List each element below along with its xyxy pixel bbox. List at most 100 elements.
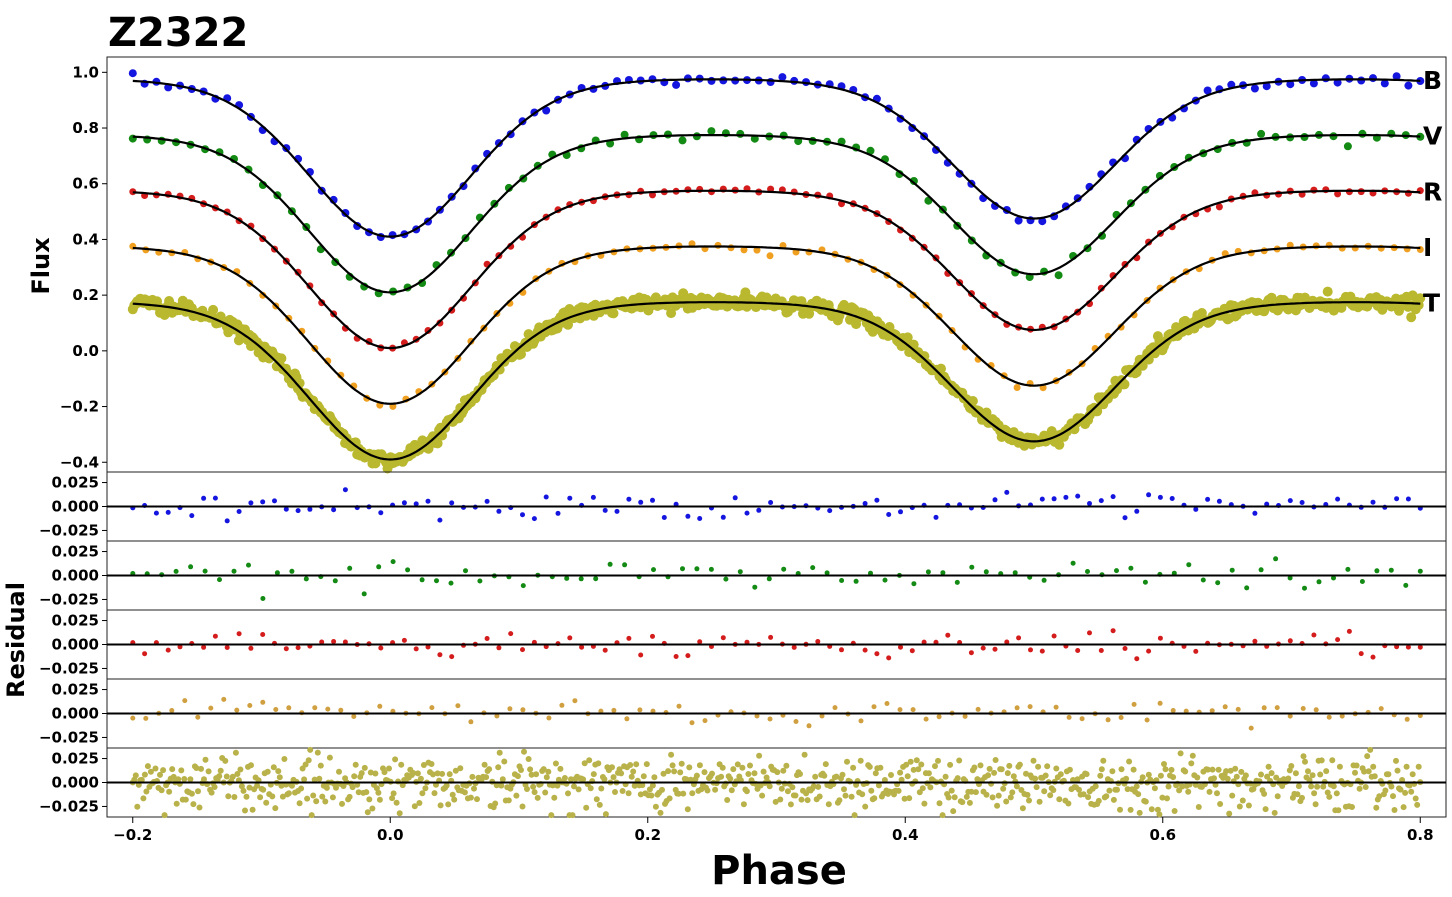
residual-point-T [590, 771, 597, 778]
residual-point-T [1397, 786, 1404, 793]
residual-point-R [898, 644, 903, 650]
residual-point-V [1273, 556, 1279, 562]
phase-axis-label: Phase [711, 848, 847, 894]
residual-point-T [285, 790, 292, 797]
residual-point-T [1214, 790, 1220, 797]
residual-point-T [237, 766, 244, 773]
residual-point-T [449, 791, 456, 798]
residual-point-B [661, 515, 667, 520]
residual-point-B [248, 500, 254, 506]
data-point-B [1416, 77, 1425, 85]
residual-point-R [142, 651, 148, 657]
data-point-B [1203, 86, 1212, 95]
residual-point-T [925, 770, 932, 777]
residual-point-V [564, 575, 570, 581]
residual-point-T [701, 769, 708, 776]
residual-point-B [602, 507, 608, 513]
residual-point-T [734, 761, 741, 768]
residual-point-T [687, 776, 694, 783]
residual-point-B [874, 497, 880, 503]
residual-point-T [601, 776, 608, 783]
residual-point-T [625, 790, 632, 797]
residual-point-T [1264, 773, 1271, 780]
residual-point-T [844, 758, 850, 765]
residual-point-T [630, 768, 637, 775]
residual-point-B [449, 500, 455, 506]
residual-point-T [519, 803, 526, 810]
data-point-V [1343, 142, 1352, 151]
residual-point-T [872, 770, 879, 777]
residual-y-tick-label: 0.025 [52, 612, 99, 630]
data-point-B [766, 78, 775, 86]
residual-point-T [493, 782, 500, 789]
residual-point-T [240, 787, 247, 794]
residual-point-T [652, 803, 659, 810]
residual-point-T [1336, 763, 1343, 770]
residual-point-B [1370, 499, 1376, 505]
residual-point-V [853, 578, 859, 584]
residual-point-T [609, 764, 615, 771]
residual-point-T [693, 772, 700, 779]
residual-point-V [1345, 566, 1351, 572]
residual-point-R [1039, 648, 1045, 654]
residual-point-T [743, 788, 750, 795]
residual-point-R [886, 655, 892, 661]
residual-point-V [332, 578, 338, 584]
residual-point-V [1114, 568, 1119, 574]
residual-point-B [342, 487, 348, 493]
flux-y-tick-label: 0.6 [72, 175, 99, 193]
residual-point-T [1365, 768, 1372, 775]
residual-point-T [445, 801, 452, 808]
residual-point-T [1019, 805, 1026, 812]
model-curve-I [132, 245, 1421, 405]
series-B-points [128, 69, 1425, 241]
residual-point-T [431, 790, 438, 797]
data-point-V [1257, 129, 1266, 138]
data-point-B [955, 169, 964, 178]
residual-point-T [381, 769, 388, 776]
residual-point-T [298, 785, 305, 792]
residual-point-T [205, 768, 212, 775]
residual-point-T [289, 782, 295, 789]
residual-point-T [549, 782, 556, 789]
residual-point-T [1009, 789, 1016, 796]
residual-point-T [138, 776, 145, 783]
residual-point-R [567, 635, 573, 641]
residual-point-T [728, 787, 735, 794]
residual-point-T [1057, 771, 1064, 778]
residual-point-B [898, 509, 903, 515]
data-point-R [436, 319, 444, 327]
residual-y-tick-label: −0.025 [39, 659, 99, 677]
phase-tick-label: −0.2 [113, 826, 152, 844]
residual-point-T [995, 792, 1002, 799]
residual-point-T [915, 766, 922, 773]
residual-point-T [223, 773, 230, 780]
residual-point-T [1305, 768, 1311, 775]
residual-point-T [897, 769, 904, 776]
data-point-I [727, 244, 735, 252]
residual-panel-I: 0.025 0.000 −0.025 [39, 678, 1447, 749]
residual-point-T [913, 757, 920, 764]
residual-point-T [1117, 806, 1123, 813]
residual-point-T [841, 786, 847, 793]
residual-point-R [1134, 656, 1140, 662]
residual-point-V [882, 577, 888, 583]
residual-point-T [1376, 793, 1383, 800]
residual-point-V [723, 576, 729, 582]
residual-point-T [851, 812, 858, 819]
residual-point-T [1317, 771, 1324, 778]
residual-point-T [144, 763, 151, 770]
residual-point-T [836, 797, 843, 804]
residual-point-R [744, 639, 750, 645]
residual-point-T [998, 766, 1005, 773]
residual-point-I [1404, 716, 1410, 722]
residual-point-T [718, 773, 725, 780]
residual-point-T [871, 795, 878, 802]
residual-point-T [1353, 762, 1360, 769]
residual-point-R [839, 647, 844, 653]
residual-point-T [1161, 761, 1167, 767]
residual-point-T [201, 776, 207, 783]
residual-point-T [238, 783, 245, 790]
residual-point-T [1162, 766, 1169, 773]
residual-point-R [791, 644, 797, 650]
